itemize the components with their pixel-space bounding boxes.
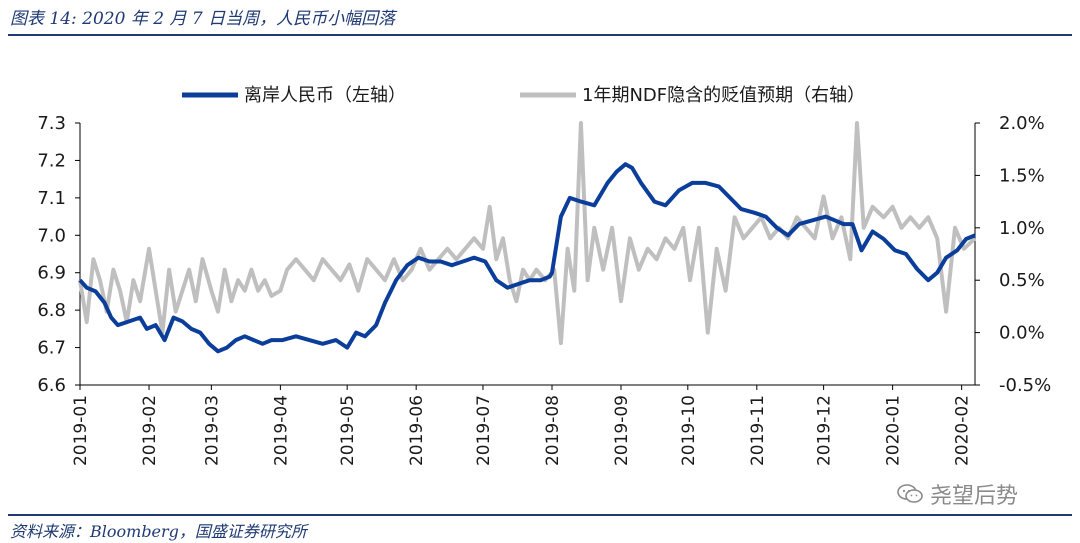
x-tick-label: 2019-09 — [612, 395, 632, 466]
x-tick-label: 2019-08 — [543, 395, 563, 466]
series-lines — [78, 121, 977, 354]
watermark: 尧望后势 — [896, 478, 1018, 510]
legend-label-offshore-rmb: 离岸人民币（左轴） — [244, 85, 406, 106]
x-tick-label: 2019-05 — [338, 395, 358, 466]
figure-title: 图表 14: 2020 年 2 月 7 日当周，人民币小幅回落 — [10, 9, 396, 29]
x-axis-ticks: 2019-01 2019-02 2019-03 2019-04 2019-05 2019-… — [71, 385, 973, 466]
bottom-rule — [8, 514, 1072, 516]
x-tick-label: 2019-12 — [815, 395, 835, 466]
top-rule — [8, 34, 1072, 36]
right-axis-ticks: -0.5% 0.0% 0.5% 1.0% 1.5% 2.0% — [975, 113, 1051, 396]
right-tick-label: 0.5% — [999, 270, 1045, 291]
x-tick-label: 2019-10 — [679, 395, 699, 466]
x-tick-label: 2020-02 — [953, 395, 973, 466]
x-tick-label: 2020-01 — [884, 395, 904, 466]
left-tick-label: 7.1 — [37, 188, 66, 209]
right-tick-label: -0.5% — [999, 375, 1051, 396]
right-tick-label: 2.0% — [999, 113, 1045, 134]
watermark-text: 尧望后势 — [930, 484, 1019, 509]
left-tick-label: 6.8 — [37, 300, 66, 321]
right-tick-label: 1.0% — [999, 218, 1045, 239]
x-tick-label: 2019-07 — [474, 395, 494, 466]
left-tick-label: 6.6 — [37, 375, 66, 396]
left-tick-label: 7.2 — [37, 150, 66, 171]
x-tick-label: 2019-06 — [407, 395, 427, 466]
left-tick-label: 7.0 — [37, 225, 66, 246]
x-tick-label: 2019-04 — [271, 395, 291, 466]
left-tick-label: 6.7 — [37, 338, 66, 359]
x-tick-label: 2019-11 — [748, 395, 768, 466]
legend: 离岸人民币（左轴） 1年期NDF隐含的贬值预期（右轴） — [182, 85, 865, 106]
left-tick-label: 7.3 — [37, 113, 66, 134]
source-note: 资料来源：Bloomberg，国盛证券研究所 — [10, 522, 307, 541]
chart: 离岸人民币（左轴） 1年期NDF隐含的贬值预期（右轴） 6.6 6.7 6.8 6.9 7… — [37, 85, 1051, 466]
x-tick-label: 2019-02 — [140, 395, 160, 466]
right-tick-label: 0.0% — [999, 323, 1045, 344]
series-line-ndf-depreciation — [78, 121, 977, 346]
wechat-icon — [897, 484, 923, 503]
left-tick-label: 6.9 — [37, 263, 66, 284]
x-tick-label: 2019-01 — [71, 395, 91, 466]
series-line-offshore-rmb — [78, 162, 976, 354]
x-tick-label: 2019-03 — [202, 395, 222, 466]
right-tick-label: 1.5% — [999, 165, 1045, 186]
legend-label-ndf: 1年期NDF隐含的贬值预期（右轴） — [582, 85, 865, 106]
axes — [79, 123, 976, 386]
left-axis-ticks: 6.6 6.7 6.8 6.9 7.0 7.1 7.2 7.3 — [37, 113, 80, 396]
